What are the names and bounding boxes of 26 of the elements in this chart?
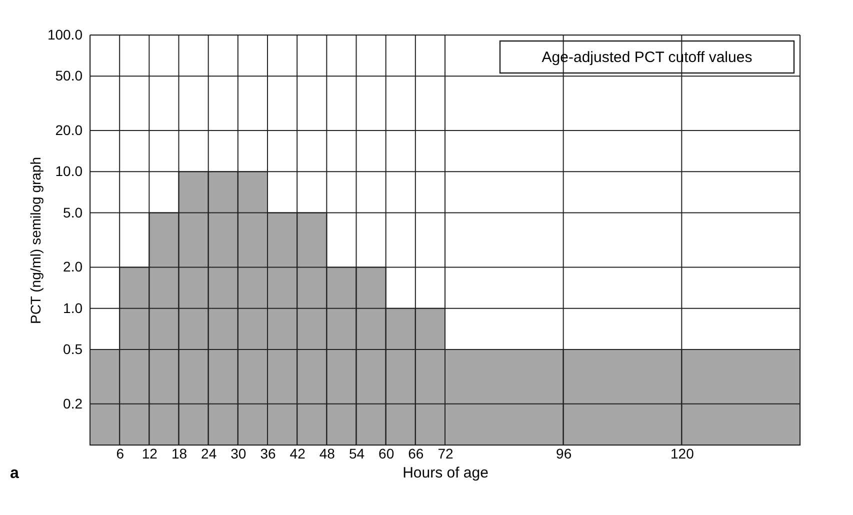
x-tick-label: 96 bbox=[556, 446, 572, 462]
x-axis-title: Hours of age bbox=[402, 464, 488, 482]
y-axis-title: PCT (ng/ml) semilog graph bbox=[27, 156, 44, 324]
y-tick-label: 5.0 bbox=[63, 204, 83, 220]
y-tick-label: 100.0 bbox=[47, 26, 83, 42]
y-tick-label: 0.5 bbox=[63, 340, 83, 357]
x-tick-label: 54 bbox=[348, 446, 365, 462]
y-tick-label: 10.0 bbox=[55, 163, 83, 180]
x-tick-label: 42 bbox=[290, 446, 306, 462]
x-tick-label: 36 bbox=[260, 446, 276, 462]
x-tick-label: 12 bbox=[142, 446, 158, 462]
x-tick-label: 30 bbox=[230, 446, 246, 462]
y-tick-label: 1.0 bbox=[63, 300, 83, 316]
y-tick-label: 50.0 bbox=[55, 68, 83, 84]
y-tick-label: 20.0 bbox=[55, 122, 83, 138]
x-tick-label: 18 bbox=[171, 446, 188, 462]
x-tick-label: 24 bbox=[201, 446, 217, 462]
text: a bbox=[10, 465, 19, 482]
x-tick-label: 6 bbox=[116, 446, 124, 462]
y-tick-label: 2.0 bbox=[63, 258, 83, 275]
x-tick-label: 48 bbox=[319, 446, 336, 462]
y-tick-label: 0.2 bbox=[63, 395, 83, 412]
x-tick-label: 60 bbox=[378, 446, 394, 462]
x-tick-label: 72 bbox=[438, 446, 454, 462]
x-tick-label: 66 bbox=[408, 446, 424, 462]
x-tick-label: 120 bbox=[670, 446, 694, 462]
